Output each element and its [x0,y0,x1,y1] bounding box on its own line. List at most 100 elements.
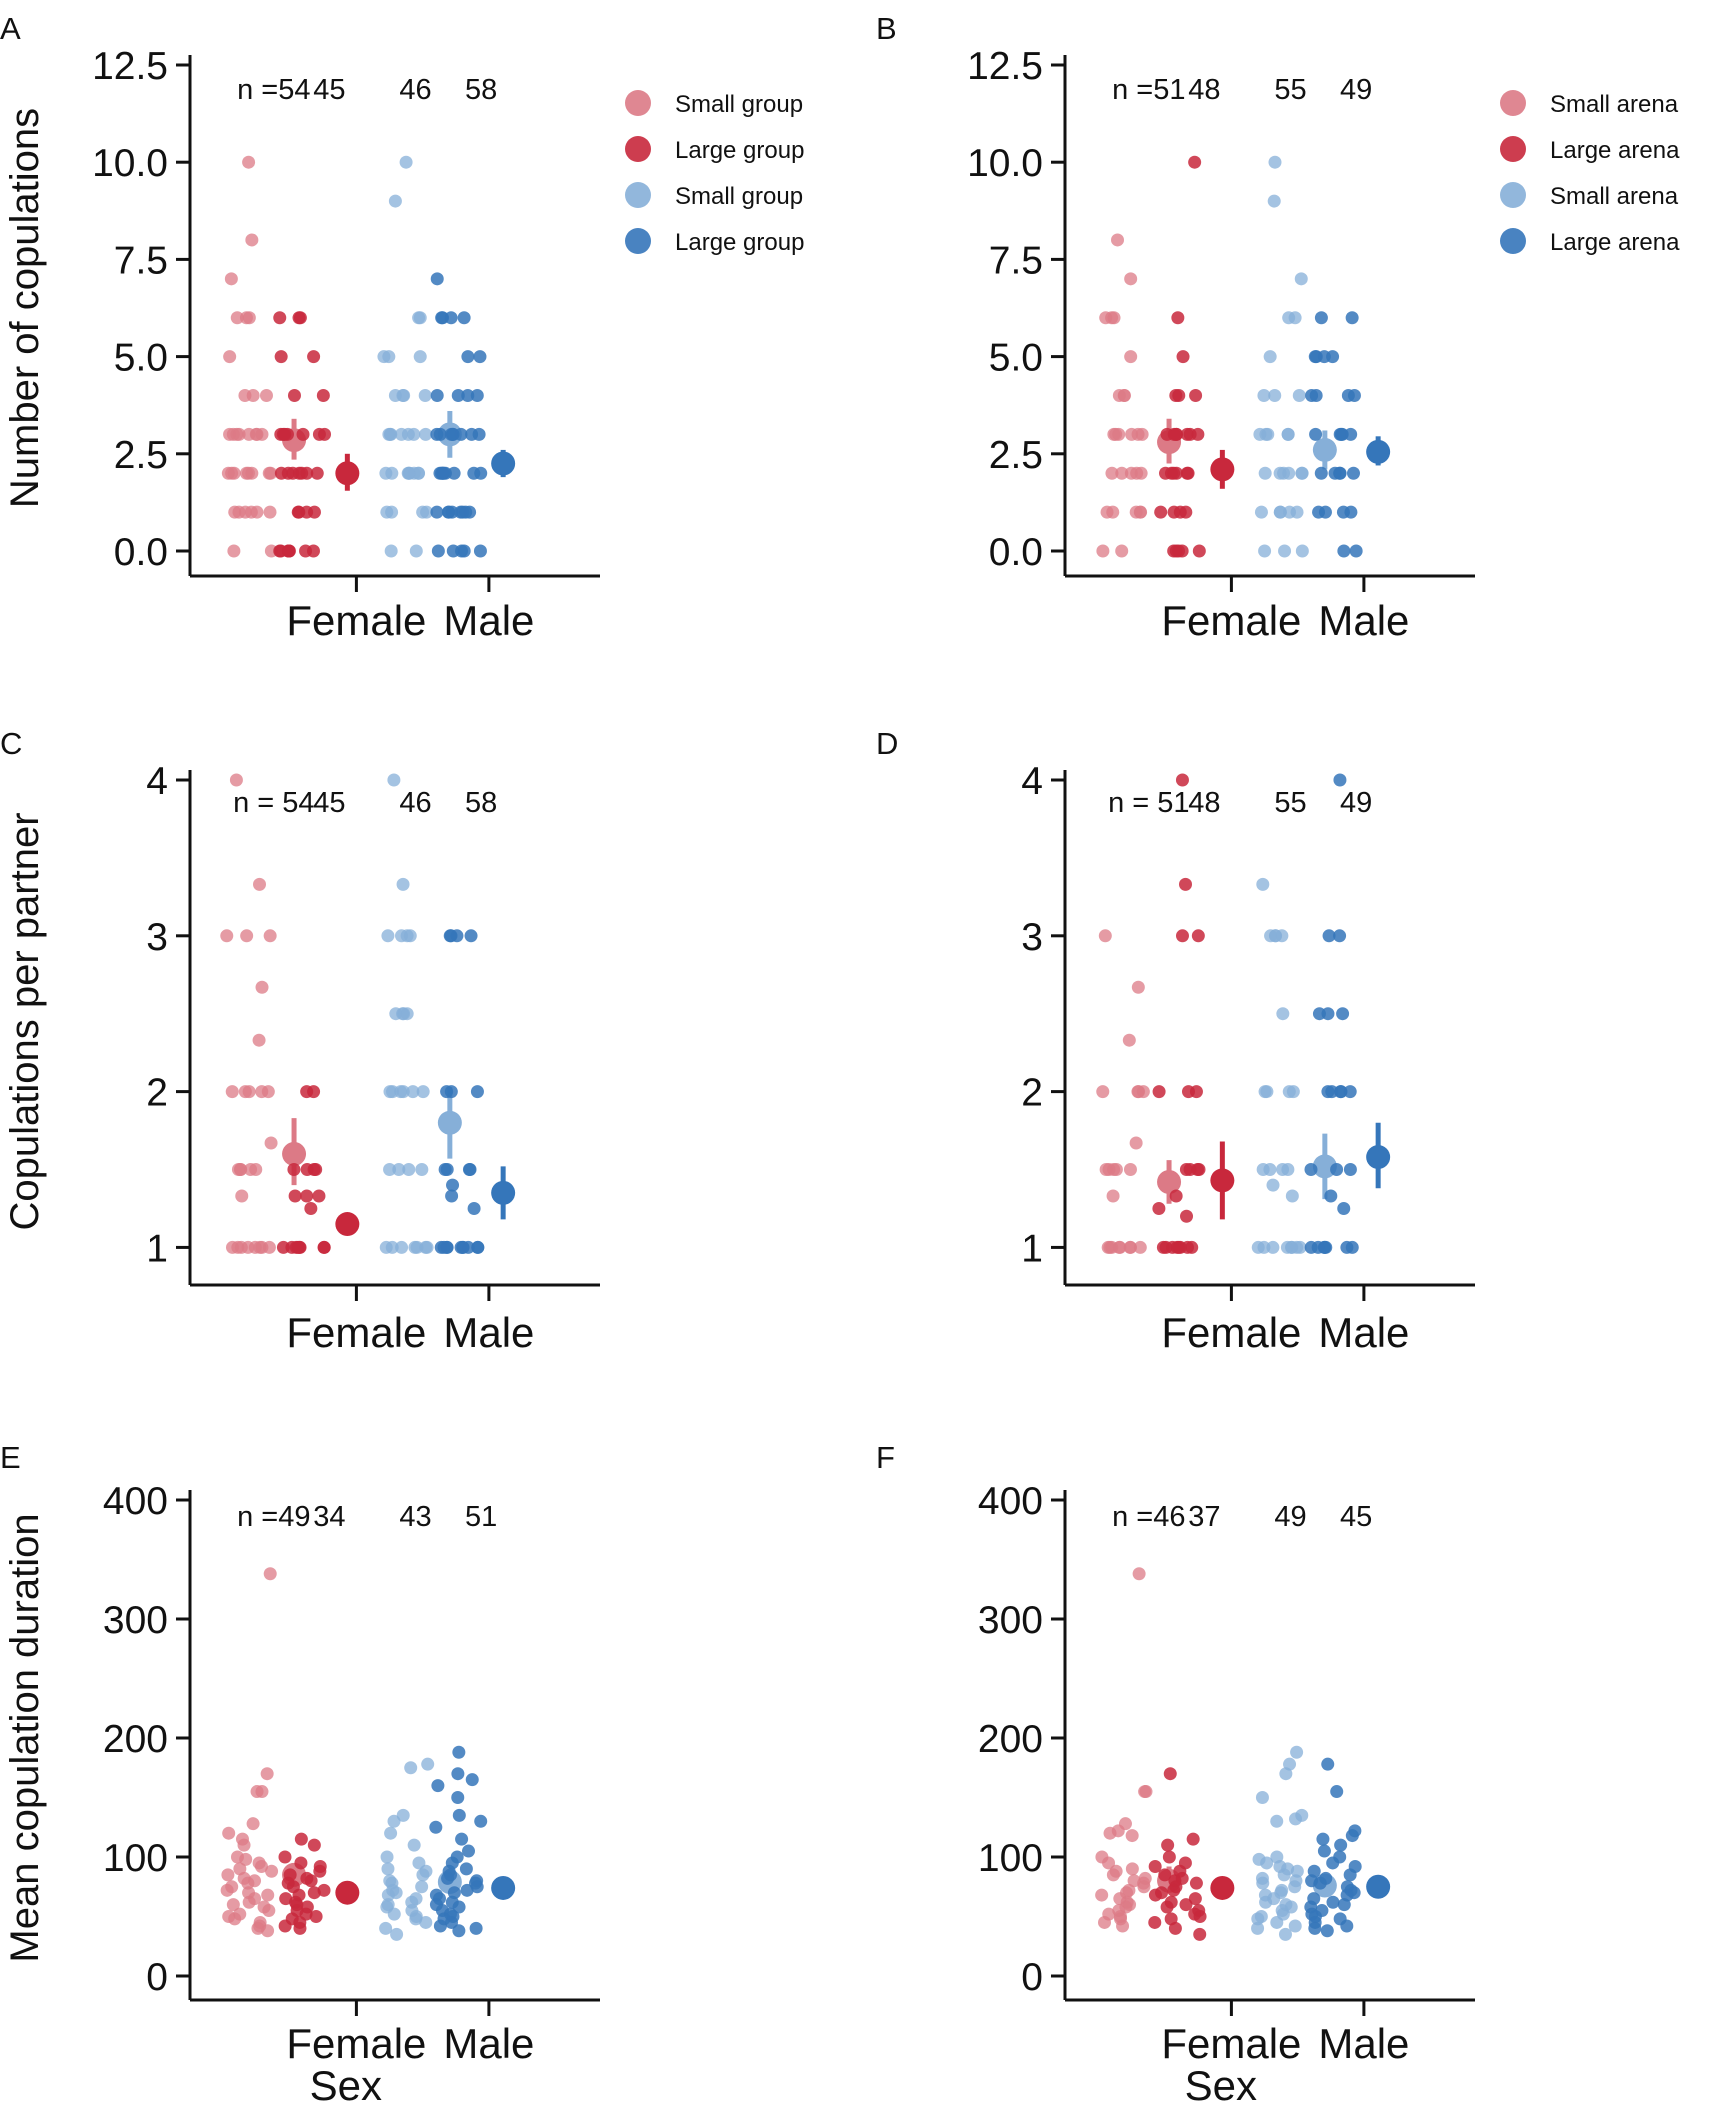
data-point [282,544,296,558]
data-point [220,929,234,943]
data-point [1322,929,1336,943]
data-point [262,1904,276,1918]
data-point [459,1862,473,1876]
data-point [1304,1163,1318,1177]
data-point [1290,1745,1304,1759]
data-point [1313,1876,1327,1890]
data-point [1328,466,1342,480]
data-point [387,773,401,787]
data-point [472,427,486,441]
data-point [1281,427,1295,441]
data-point [1096,544,1110,558]
data-point [1347,388,1361,402]
x-category-label: Female [286,1309,426,1356]
data-point [1337,1201,1351,1215]
data-point [1290,1864,1304,1878]
data-point [413,311,427,325]
data-point [1330,1163,1344,1177]
data-point [278,427,292,441]
data-point [312,1189,326,1203]
y-tick-label: 100 [978,1837,1043,1880]
data-point [1288,1880,1302,1894]
data-point [1112,427,1126,441]
n-label: 46 [399,74,431,106]
data-point [1169,1189,1183,1203]
series-3 [430,272,516,558]
data-point [384,544,398,558]
data-point [445,1915,459,1929]
data-point [1279,1767,1293,1781]
data-point [294,1832,308,1846]
data-point [273,311,287,325]
data-point [1171,311,1185,325]
data-point [274,466,288,480]
data-point [225,1240,239,1254]
data-point [300,1163,314,1177]
data-point [1290,1240,1304,1254]
data-point [1133,505,1147,519]
data-point [1261,427,1275,441]
mean-point [335,1212,360,1237]
data-point [1259,1895,1273,1909]
data-point [1334,427,1348,441]
data-point [394,929,408,943]
legend-swatch [1500,182,1526,208]
data-point [1188,155,1202,169]
data-point [1336,1007,1350,1021]
mean-point [335,461,360,486]
data-point [1321,1757,1335,1771]
data-point [1148,1888,1162,1902]
data-point [456,1240,470,1254]
data-point [396,1007,410,1021]
data-point [402,1163,416,1177]
data-point [1343,1163,1357,1177]
data-point [1346,466,1360,480]
data-point [473,350,487,364]
data-point [1321,1007,1335,1021]
data-point [1276,1163,1290,1177]
data-point [454,427,468,441]
data-point [1191,929,1205,943]
data-point [1258,544,1272,558]
data-point [288,1189,302,1203]
x-category-label: Male [1318,1309,1409,1356]
data-point [1122,1033,1136,1047]
data-point [1152,1201,1166,1215]
series-2 [1251,1745,1337,1941]
data-point [451,1767,465,1781]
data-point [224,272,238,286]
data-point [1116,1919,1130,1933]
data-point [1162,1850,1176,1864]
data-point [413,350,427,364]
series-2 [1253,155,1337,558]
data-point [1317,1844,1331,1858]
data-point [461,388,475,402]
data-point [1102,1856,1116,1870]
data-point [406,1085,420,1099]
data-point [1308,350,1322,364]
legend-swatch [625,182,651,208]
legend: Small arena Large arena Small arena Large a… [1500,90,1680,256]
data-point [1137,1880,1151,1894]
data-point [293,311,307,325]
y-tick-label: 10.0 [967,142,1043,185]
data-point [1115,466,1129,480]
data-point [1193,1927,1207,1941]
data-point [250,505,264,519]
data-point [1318,505,1332,519]
data-point [1256,1876,1270,1890]
n-label: 45 [313,787,345,819]
panel-letter: E [0,1440,21,1475]
series-3 [1305,311,1391,558]
data-point [1106,1189,1120,1203]
data-point [442,505,456,519]
data-point [222,1826,236,1840]
legend-swatch [625,136,651,162]
data-point [1273,466,1287,480]
y-axis-title: Mean copulation duration [3,1513,47,1962]
data-point [1289,1812,1303,1826]
y-tick-label: 400 [978,1480,1043,1523]
data-point [287,388,301,402]
